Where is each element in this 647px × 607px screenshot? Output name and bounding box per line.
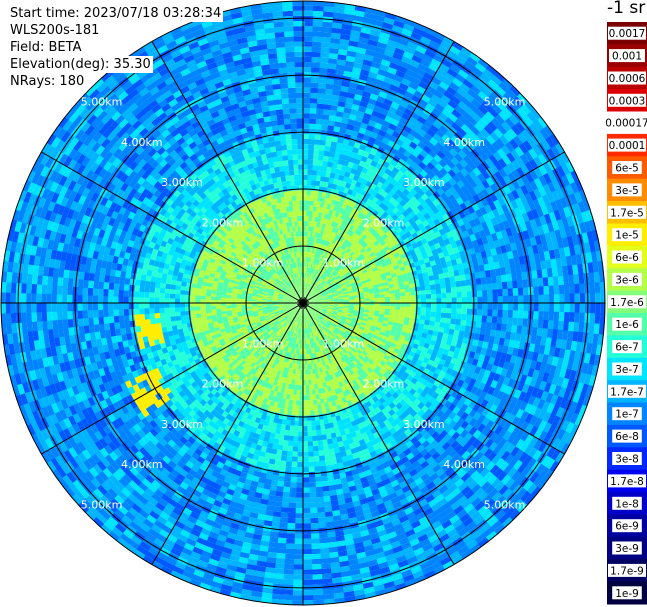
colorbar-tick-label: 1e-7	[615, 409, 639, 421]
colorbar-label-bg	[612, 429, 642, 443]
ring-label: 4.00km	[121, 136, 163, 149]
azimuth-spoke	[151, 302, 304, 565]
colorbar-label-bg	[612, 496, 642, 510]
colorbar-label-bg	[608, 26, 646, 40]
ring-label: 2.00km	[202, 216, 244, 229]
colorbar-tick-label: 0.00017	[605, 118, 647, 130]
radar-cells	[1, 1, 605, 605]
colorbar-label-bg	[608, 474, 646, 488]
colorbar-label-bg	[608, 138, 646, 152]
colorbar-label-bg	[608, 116, 646, 130]
ring-label: 1.00km	[323, 257, 365, 270]
colorbar-label-bg	[612, 228, 642, 242]
colorbar-label-bg	[612, 541, 642, 555]
colorbar-tick-label: 3e-6	[615, 274, 639, 286]
colorbar-label-bg	[612, 317, 642, 331]
ring-label: 3.00km	[403, 418, 445, 431]
ring-label: 2.00km	[363, 378, 405, 391]
colorbar-tick-label: 1.7e-5	[610, 207, 644, 219]
colorbar-tick-label: 1.7e-9	[610, 565, 644, 577]
ring-label: 1.00km	[323, 337, 365, 350]
colorbar-tick-label: 1e-9	[615, 588, 639, 600]
colorbar-tick-label: 3e-8	[615, 454, 639, 466]
ring-label: 1.00km	[242, 257, 284, 270]
colorbar-label-bg	[608, 205, 646, 219]
ring-label: 4.00km	[443, 136, 485, 149]
colorbar-label-bg	[612, 340, 642, 354]
colorbar-tick-label: 6e-6	[615, 252, 639, 264]
colorbar-unit-label: -1 sr	[607, 0, 646, 18]
ring-label: 5.00km	[81, 96, 123, 109]
colorbar-tick-label: 1e-5	[615, 230, 639, 242]
colorbar-tick-label: 6e-5	[615, 163, 639, 175]
colorbar-label-bg	[608, 563, 646, 577]
colorbar-tick-label: 6e-9	[615, 521, 639, 533]
colorbar-tick-label: 1.7e-8	[610, 476, 644, 488]
colorbar-label-bg	[608, 71, 646, 85]
ring-label: 2.00km	[202, 378, 244, 391]
colorbar-tick-label: 0.0001	[609, 140, 646, 152]
colorbar-tick-label: 1.7e-7	[610, 386, 644, 398]
ring-label: 3.00km	[161, 176, 203, 189]
colorbar-label-bg	[612, 272, 642, 286]
colorbar-label-bg	[608, 384, 646, 398]
colorbar-label-bg	[612, 161, 642, 174]
colorbar-tick-label: 3e-9	[615, 543, 639, 555]
colorbar-label-bg	[612, 183, 642, 197]
azimuth-spoke	[41, 151, 304, 304]
ring-label: 3.00km	[403, 176, 445, 189]
azimuth-spoke	[302, 41, 455, 304]
colorbar: 0.0017 0.001 0.0006 0.0003 0.00017 0.0001 6e-5…	[605, 22, 647, 605]
colorbar-tick-label: 1e-6	[615, 319, 639, 331]
ring-label: 3.00km	[161, 418, 203, 431]
colorbar-tick-label: 1.7e-6	[610, 297, 644, 309]
colorbar-label-bg	[612, 519, 642, 533]
colorbar-label-bg	[612, 362, 642, 376]
azimuth-spoke	[151, 41, 304, 304]
colorbar-label-bg	[612, 586, 642, 600]
colorbar-tick-label: 3e-5	[615, 185, 639, 197]
azimuth-spoke	[302, 151, 565, 304]
ring-label: 5.00km	[484, 96, 526, 109]
ring-label: 4.00km	[443, 458, 485, 471]
colorbar-label-bg	[612, 452, 642, 465]
ring-label: 4.00km	[121, 458, 163, 471]
colorbar-tick-label: 6e-8	[615, 431, 639, 443]
colorbar-label-bg	[608, 295, 646, 309]
azimuth-spoke	[302, 302, 455, 565]
azimuth-spokes	[1, 1, 605, 605]
colorbar-label-bg	[612, 407, 642, 421]
azimuth-spoke	[41, 302, 304, 455]
colorbar-tick-label: 0.001	[612, 51, 642, 63]
ring-label: 5.00km	[484, 499, 526, 512]
colorbar-tick-label: 1e-8	[615, 498, 639, 510]
colorbar-label-bg	[609, 49, 645, 63]
ring-label: 2.00km	[363, 216, 405, 229]
colorbar-label-bg	[608, 93, 646, 107]
colorbar-tick-label: 0.0006	[609, 73, 646, 85]
azimuth-spoke	[302, 302, 565, 455]
ring-label: 1.00km	[242, 337, 284, 350]
range-ring-labels: 1.00km 1.00km 1.00km 1.00km 2.00km 2.00km 2.00…	[81, 96, 526, 512]
colorbar-tick-label: 3e-7	[615, 364, 639, 376]
colorbar-tick-label: 0.0017	[609, 28, 646, 40]
colorbar-label-bg	[612, 250, 642, 264]
center-mark	[301, 297, 304, 304]
colorbar-tick-label: 6e-7	[615, 342, 639, 354]
ring-label: 5.00km	[81, 499, 123, 512]
colorbar-tick-label: 0.0003	[609, 95, 646, 107]
